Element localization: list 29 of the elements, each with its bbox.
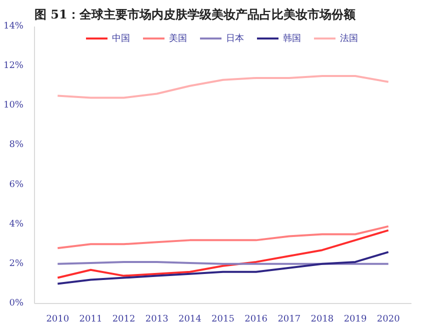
line-series [56,251,390,285]
y-tick-label: 4% [9,219,24,230]
legend-label: 美国 [169,32,188,44]
x-tick-label: 2015 [212,314,235,324]
y-tick-label: 0% [9,298,24,308]
legend-label: 日本 [226,32,245,44]
y-tick-label: 8% [9,140,24,150]
line-series [56,74,390,99]
legend-label: 中国 [112,32,131,44]
line-series [56,225,390,250]
x-tick-label: 2014 [178,314,202,324]
y-tick-label: 2% [9,258,24,269]
legend-label: 韩国 [283,32,302,44]
legend-label: 法国 [340,32,359,44]
x-tick-label: 2019 [344,314,368,324]
x-tick-label: 2012 [112,314,136,324]
x-tick-label: 2016 [244,314,268,324]
y-tick-label: 12% [3,61,24,72]
x-tick-label: 2013 [145,314,169,324]
y-tick-label: 14% [3,22,24,32]
y-tick-label: 10% [3,100,24,111]
x-tick-label: 2010 [46,314,70,324]
x-tick-label: 2018 [310,314,334,324]
x-tick-label: 2017 [278,314,301,324]
line-series [56,229,390,279]
y-tick-label: 6% [9,180,24,190]
x-tick-label: 2011 [79,314,102,324]
x-tick-label: 2020 [376,314,400,324]
chart-title: 图 51：全球主要市场内皮肤学级美妆产品占比美妆市场份额 [34,8,356,22]
